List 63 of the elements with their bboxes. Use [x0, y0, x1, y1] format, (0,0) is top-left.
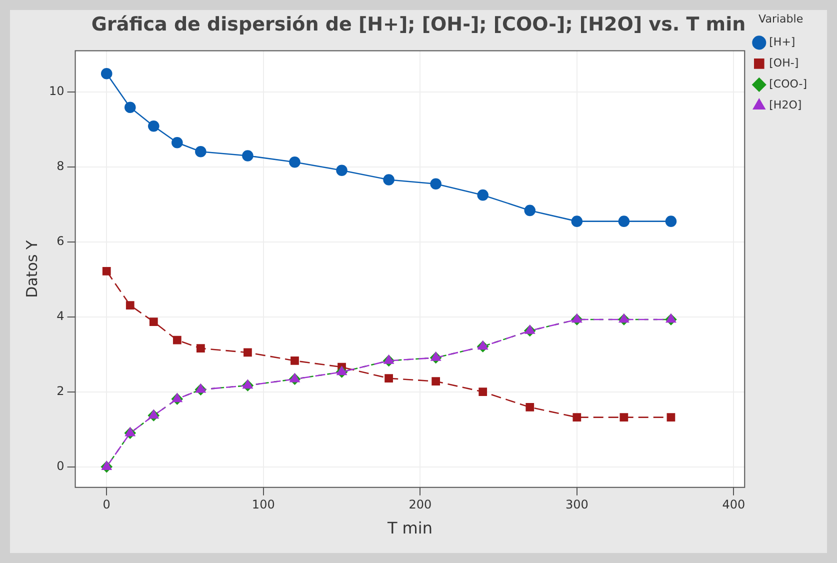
y-tick-label: 6 [56, 234, 64, 248]
point [336, 366, 347, 376]
point [172, 136, 183, 148]
point [148, 120, 160, 132]
point [244, 348, 252, 357]
point [524, 325, 535, 334]
x-tick-label: 100 [252, 498, 275, 512]
point [432, 377, 440, 386]
x-axis-title: T min [386, 518, 432, 538]
point [478, 388, 488, 396]
x-tick-label: 400 [722, 498, 746, 512]
y-tick-label: 0 [56, 458, 64, 473]
chart-title: Gráfica de dispersión de [H+]; [OH-]; [COO-]; [H2O] vs. T min [91, 13, 746, 36]
point [290, 356, 299, 365]
point [383, 174, 394, 186]
legend-title: Variable [758, 12, 804, 26]
point [478, 340, 488, 350]
y-tick-label: 8 [56, 159, 64, 174]
y-tick-label: 4 [56, 309, 64, 324]
point [384, 355, 394, 364]
point [126, 301, 134, 310]
point [572, 314, 582, 323]
point [384, 374, 393, 383]
point [289, 156, 300, 168]
point [242, 150, 254, 162]
point [618, 216, 630, 227]
point [618, 314, 629, 323]
point [336, 164, 348, 176]
point [430, 178, 442, 190]
point [477, 189, 488, 201]
point [620, 413, 628, 422]
point [196, 384, 206, 393]
point [172, 393, 182, 402]
legend-label: [OH-] [769, 56, 799, 70]
x-tick-label: 0 [102, 498, 110, 512]
point [666, 314, 676, 323]
legend-label: [H2O] [769, 98, 802, 112]
x-tick-label: 200 [408, 498, 432, 512]
point [430, 352, 441, 361]
point [571, 216, 583, 227]
legend-label: [COO-] [769, 78, 808, 91]
y-tick-label: 2 [56, 384, 64, 398]
y-tick-label: 10 [48, 84, 64, 98]
point [290, 373, 300, 382]
point [526, 403, 534, 412]
point [149, 318, 158, 326]
point [102, 266, 111, 276]
point [100, 68, 112, 80]
legend-label: [H+] [769, 36, 796, 49]
point [524, 204, 536, 216]
point [665, 216, 677, 227]
point [196, 344, 205, 353]
point [148, 410, 159, 419]
y-axis-title: Datos Y [22, 239, 41, 298]
point [125, 427, 136, 436]
point [102, 461, 112, 470]
point [242, 380, 253, 389]
point [172, 336, 182, 344]
point [124, 102, 136, 114]
point [666, 413, 676, 422]
x-tick-label: 300 [565, 498, 588, 512]
point [195, 146, 206, 158]
point [572, 413, 582, 422]
